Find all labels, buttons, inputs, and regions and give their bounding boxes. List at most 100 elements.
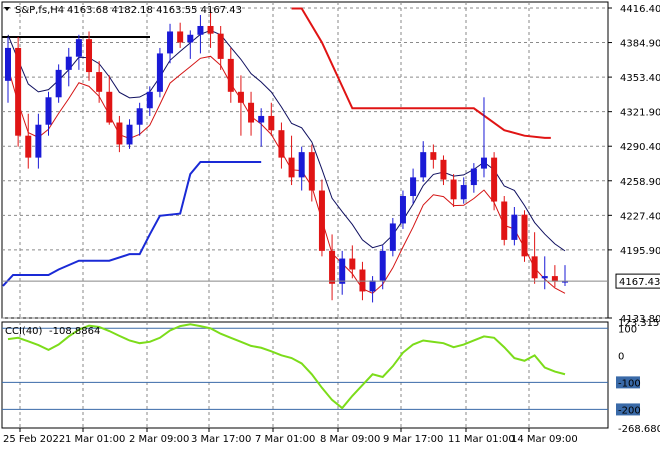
candle-body [339,258,346,284]
candle-body [278,130,285,158]
candle-body [562,281,568,283]
cci-tick-label: 100 [618,324,637,335]
candle-body [258,115,265,123]
candle-body [156,53,163,92]
cci-line [7,323,566,410]
candle-body [35,124,42,158]
price-axis: 4416.40 4384.90 4353.40 4321.90 4290.40 4258.… [2,4,660,325]
candle-body [511,214,518,240]
price-tick-label: 4227.40 [620,211,660,222]
candle-body [450,179,457,200]
candle-body [551,276,558,282]
price-tick-label: 4384.90 [620,39,660,50]
candle-body [410,177,417,197]
cci-tick-label: -100 [618,378,641,389]
candle-body [65,56,72,70]
cci-indicator-name: CCI(40) [5,326,43,337]
cci-panel-frame [1,321,609,429]
chart-symbol: S&P,fs,H4 [15,5,64,16]
candle-body [136,108,143,125]
price-tick-label: 4416.40 [620,4,660,15]
ma-fast-path [7,55,566,294]
cci-level-box [616,403,640,416]
collapse-triangle-icon[interactable] [4,7,10,11]
time-axis: 25 Feb 2022 1 Mar 01:00 2 Mar 09:00 3 Mar 1… [3,428,578,445]
candle-body [480,157,487,169]
upper-step-line [291,7,551,139]
candle-body [75,39,82,57]
candle-body [248,102,255,123]
candle-body [187,34,194,43]
candle-body [430,152,437,160]
cci-level-box [616,376,640,389]
price-tick-label: 4321.90 [620,108,660,119]
candle-body [420,152,427,178]
price-tick-label: 4195.90 [620,246,660,257]
chart-ohlc: 4163.68 4182.18 4163.55 4167.43 [67,5,242,16]
candle-body [359,269,366,292]
candle-body [288,157,295,178]
candle-body [126,124,133,145]
candle-body [440,159,447,180]
candle-body [15,47,22,136]
candle-body [531,256,538,279]
candle-body [45,97,52,125]
candle-body [207,25,214,34]
candle-body [217,33,224,59]
cci-tick-label: 0 [618,351,624,362]
lower-step-path [2,161,262,287]
candle-body [491,157,498,202]
time-tick-label: 9 Mar 17:00 [383,434,443,445]
candle-body [460,185,467,200]
candle-body [329,250,336,284]
candle-body [501,201,508,240]
candle-body [521,214,528,257]
candle-body [55,69,62,98]
current-price-box [615,273,660,289]
time-tick-label: 3 Mar 17:00 [191,434,251,445]
price-tick-label: 4133.80 [620,314,660,325]
time-tick-label: 1 Mar 01:00 [65,434,125,445]
candle-body [541,276,548,279]
cci-tick-label: 123.3157 [618,318,660,329]
candle-body [116,122,123,145]
price-tick-label: 4258.90 [620,177,660,188]
candle-body [237,91,244,103]
current-price-label: 4167.43 [619,277,660,288]
time-tick-label: 8 Mar 09:00 [320,434,380,445]
candle-body [25,135,32,158]
price-tick-label: 4290.40 [620,142,660,153]
candle-body [96,72,103,92]
upper-step-path [291,7,551,139]
candles [5,9,568,303]
candle-body [227,58,234,92]
candle-body [399,196,406,224]
candle-body [177,31,184,43]
candle-body [389,223,396,251]
cci-tick-label: -200 [618,405,641,416]
time-tick-label: 2 Mar 09:00 [129,434,189,445]
candle-body [470,168,477,186]
candle-body [146,91,153,109]
candle-body [5,47,11,81]
price-panel-frame [1,1,609,319]
time-tick-label: 25 Feb 2022 [3,434,65,445]
time-tick-label: 14 Mar 09:00 [511,434,578,445]
cci-indicator-value: -108.8864 [49,326,100,337]
price-tick-label: 4353.40 [620,73,660,84]
candle-body [167,31,174,54]
lower-step-line [2,161,262,287]
candle-body [106,91,113,123]
candle-body [308,152,315,191]
candle-body [379,250,386,281]
candle-body [349,258,356,270]
time-tick-label: 7 Mar 01:00 [255,434,315,445]
time-tick-label: 11 Mar 01:00 [448,434,515,445]
candle-body [86,39,93,73]
candle-body [268,115,275,131]
candle-body [197,25,204,35]
candle-body [369,280,376,292]
